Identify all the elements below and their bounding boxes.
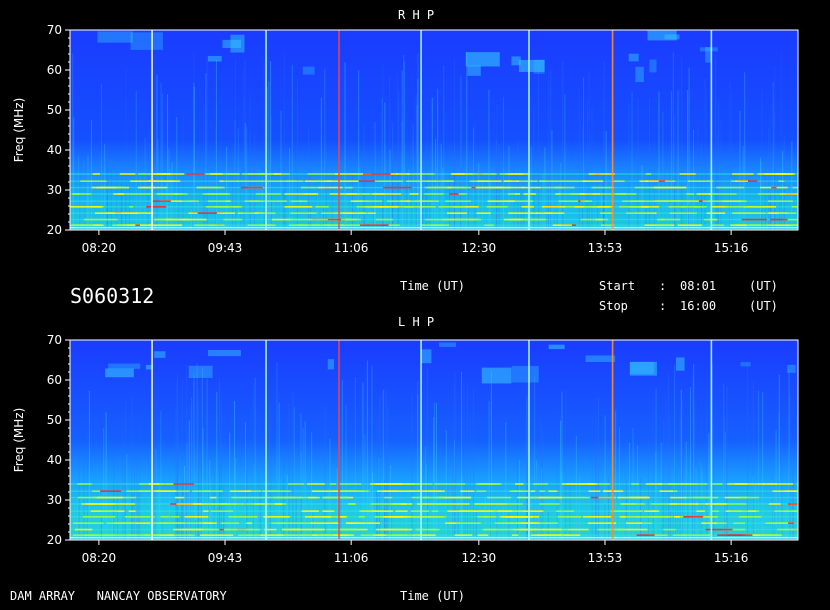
lhp-emission-patch: [629, 361, 657, 376]
lhp-spectrogram-panel: 20 30 40 50 60 70 08:20 09:43 11:06 12:30 13:53 15:…: [47, 333, 799, 565]
rhp-emission-patch: [628, 53, 639, 62]
rhp-emission-patch: [130, 32, 163, 50]
lhp-xtick-label: 11:06: [334, 551, 369, 565]
lhp-plot-frame: [69, 339, 799, 541]
rhp-emission-patch: [518, 59, 545, 72]
lhp-ytick-label: 70: [47, 333, 62, 347]
lhp-xtick-label: 08:20: [82, 551, 117, 565]
lhp-emission-patch: [511, 365, 539, 383]
lhp-ytick-label: 60: [47, 373, 62, 387]
rhp-emission-patch: [465, 52, 500, 67]
lhp-emission-patch: [207, 350, 241, 357]
rhp-ytick-label: 40: [47, 143, 62, 157]
lhp-emission-patch: [675, 357, 685, 371]
lhp-emission-patch: [740, 362, 751, 367]
lhp-axis-ticks: 20 30 40 50 60 70 08:20 09:43 11:06 12:30 13:53 15:…: [47, 333, 749, 565]
rhp-emission-patch: [705, 46, 712, 63]
stop-time-value: 16:00: [680, 299, 717, 313]
stop-time-unit: (UT): [749, 299, 778, 313]
rhp-emission-patch: [664, 34, 680, 40]
lhp-emission-patch: [188, 365, 213, 378]
rhp-ytick-label: 20: [47, 223, 62, 237]
start-label: Start: [599, 279, 636, 293]
lhp-plot-marks: [70, 340, 799, 541]
lhp-title: L H P: [398, 315, 435, 329]
lhp-ytick-label: 30: [47, 493, 62, 507]
rhp-spectrogram-panel: 20 30 40 50 60 70 08:20 09:43 11:06 12:30 13:53 15:…: [47, 23, 799, 255]
lhp-emission-patch: [481, 367, 512, 384]
observation-id: S060312: [70, 284, 155, 308]
rhp-xtick-label: 12:30: [462, 241, 497, 255]
rhp-ytick-label: 70: [47, 23, 62, 37]
lhp-emission-patch: [105, 368, 134, 378]
rhp-emission-patch: [230, 34, 245, 53]
lhp-emission-patch: [327, 359, 335, 370]
rhp-emission-patch: [97, 31, 133, 43]
lhp-ytick-label: 20: [47, 533, 62, 547]
rhp-emission-patch: [467, 65, 481, 76]
rhp-axis-ticks: 20 30 40 50 60 70 08:20 09:43 11:06 12:30 13:53 15:…: [47, 23, 749, 255]
rhp-xtick-label: 08:20: [82, 241, 117, 255]
start-time-unit: (UT): [749, 279, 778, 293]
time-axis-label-top: Time (UT): [400, 279, 466, 293]
rhp-emission-patch: [302, 66, 315, 75]
lhp-xtick-label: 09:43: [208, 551, 243, 565]
lhp-xtick-label: 12:30: [462, 551, 497, 565]
lhp-emission-patch: [548, 344, 565, 350]
rhp-xtick-label: 09:43: [208, 241, 243, 255]
rhp-plot-marks: [69, 30, 798, 231]
rhp-emission-patch: [647, 30, 677, 41]
rhp-title: R H P: [398, 8, 435, 22]
rhp-ytick-label: 50: [47, 103, 62, 117]
rhp-emission-patch: [649, 59, 657, 73]
lhp-emission-patch: [108, 363, 141, 369]
lhp-xtick-label: 15:16: [714, 551, 749, 565]
stop-label: Stop: [599, 299, 628, 313]
time-axis-label-bottom: Time (UT): [400, 589, 466, 603]
rhp-plot-area: [70, 30, 798, 230]
lhp-plot-area: [70, 340, 798, 540]
lhp-ylabel: Freq (MHz): [12, 408, 26, 473]
rhp-ylabel: Freq (MHz): [12, 98, 26, 163]
lhp-emission-patch: [787, 364, 796, 373]
lhp-emission-patch: [585, 355, 616, 363]
lhp-emission-patch: [439, 342, 457, 347]
rhp-ytick-label: 30: [47, 183, 62, 197]
rhp-emission-patch: [700, 47, 718, 52]
start-separator: :: [659, 279, 667, 293]
rhp-xtick-label: 11:06: [334, 241, 369, 255]
rhp-emission-patch: [511, 56, 521, 66]
lhp-emission-patch: [145, 364, 153, 370]
stop-separator: :: [659, 299, 667, 313]
rhp-xtick-label: 15:16: [714, 241, 749, 255]
lhp-ytick-label: 40: [47, 453, 62, 467]
rhp-emission-patch: [207, 55, 222, 62]
lhp-emission-patch: [420, 349, 432, 364]
lhp-ytick-label: 50: [47, 413, 62, 427]
lhp-emission-patch: [154, 351, 166, 358]
rhp-emission-patch: [222, 39, 242, 49]
rhp-emission-patch: [635, 66, 644, 83]
footer-observatory: DAM ARRAY NANCAY OBSERVATORY: [10, 589, 227, 603]
lhp-xtick-label: 13:53: [588, 551, 623, 565]
rhp-plot-frame: [69, 29, 799, 231]
rhp-xtick-label: 13:53: [588, 241, 623, 255]
start-time-value: 08:01: [680, 279, 717, 293]
rhp-ytick-label: 60: [47, 63, 62, 77]
